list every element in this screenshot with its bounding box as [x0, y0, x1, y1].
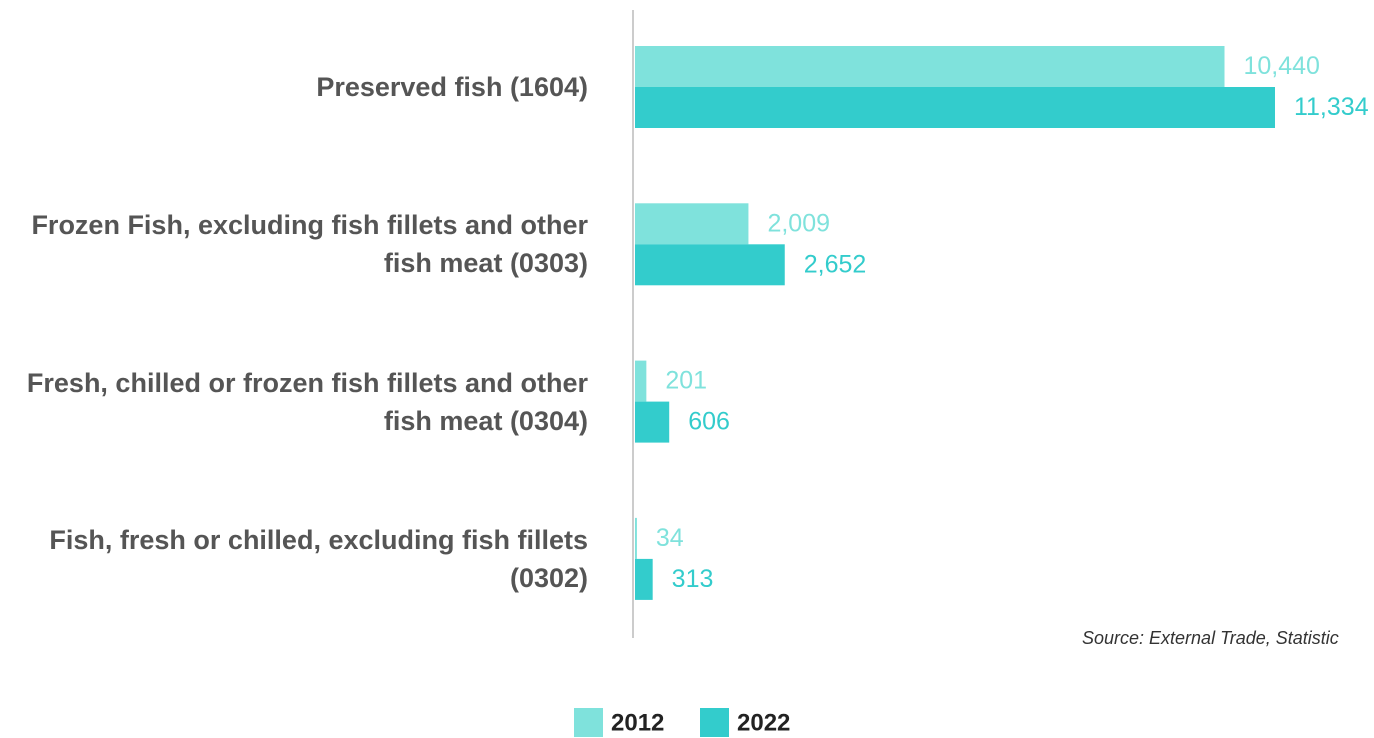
bar — [635, 46, 1225, 87]
bar — [635, 203, 749, 245]
category-label: Preserved fish (1604) — [316, 72, 588, 102]
legend-label: 2012 — [611, 709, 664, 736]
legend-swatch — [574, 708, 603, 737]
legend-label: 2022 — [737, 709, 790, 736]
bar — [635, 401, 670, 443]
value-label: 313 — [672, 565, 714, 593]
bar — [635, 558, 653, 600]
value-label: 34 — [656, 524, 684, 552]
category-label: Fish, fresh or chilled, excluding fish f… — [49, 524, 588, 593]
value-label: 10,440 — [1244, 52, 1320, 80]
category-label: Fresh, chilled or frozen fish fillets an… — [26, 367, 588, 436]
bar — [635, 360, 647, 402]
value-label: 606 — [688, 408, 730, 436]
value-label: 2,652 — [804, 250, 867, 278]
bar — [635, 244, 785, 286]
value-label: 11,334 — [1294, 93, 1369, 121]
bar — [635, 87, 1275, 128]
value-label: 201 — [665, 367, 707, 395]
category-label: Frozen Fish, excluding fish fillets and … — [31, 210, 588, 279]
source-note: Source: External Trade, Statistic — [1082, 628, 1339, 648]
legend-swatch — [700, 708, 729, 737]
value-label: 2,009 — [767, 209, 830, 237]
bar — [635, 517, 637, 559]
